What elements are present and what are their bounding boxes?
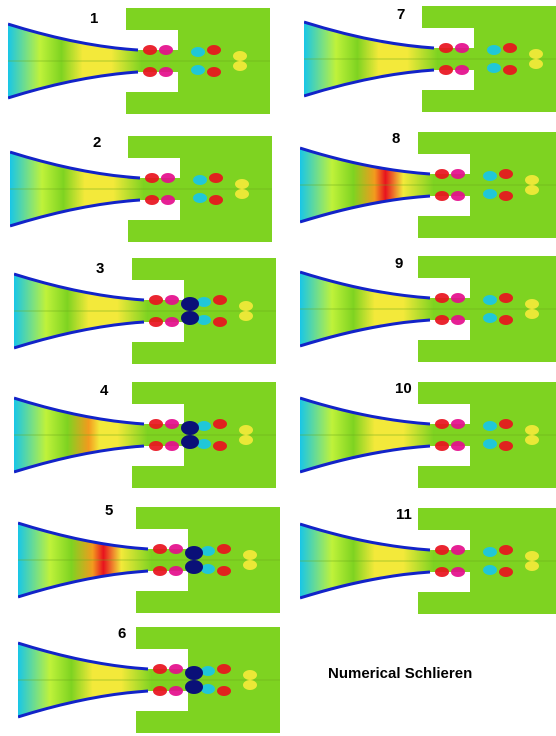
schlieren-frame-9 <box>300 254 556 364</box>
schlieren-frame-4 <box>14 380 276 490</box>
frame-label-8: 8 <box>392 130 401 147</box>
schlieren-frame-6 <box>18 625 280 735</box>
frame-label-6: 6 <box>118 625 127 642</box>
frame-label-1: 1 <box>90 10 99 27</box>
frame-label-11: 11 <box>396 506 412 523</box>
frame-label-2: 2 <box>93 134 102 151</box>
frame-label-7: 7 <box>397 6 406 23</box>
frame-label-5: 5 <box>105 502 114 519</box>
schlieren-frame-1 <box>8 6 270 116</box>
frame-label-10: 10 <box>395 380 412 397</box>
schlieren-frame-2 <box>10 134 272 244</box>
frame-label-4: 4 <box>100 382 109 399</box>
schlieren-frame-7 <box>304 4 556 114</box>
frame-label-9: 9 <box>395 255 404 272</box>
schlieren-frame-5 <box>18 505 280 615</box>
frame-label-3: 3 <box>96 260 105 277</box>
schlieren-frame-3 <box>14 256 276 366</box>
figure-caption: Numerical Schlieren <box>328 665 473 682</box>
schlieren-frame-8 <box>300 130 556 240</box>
schlieren-frame-10 <box>300 380 556 490</box>
schlieren-frame-11 <box>300 506 556 616</box>
